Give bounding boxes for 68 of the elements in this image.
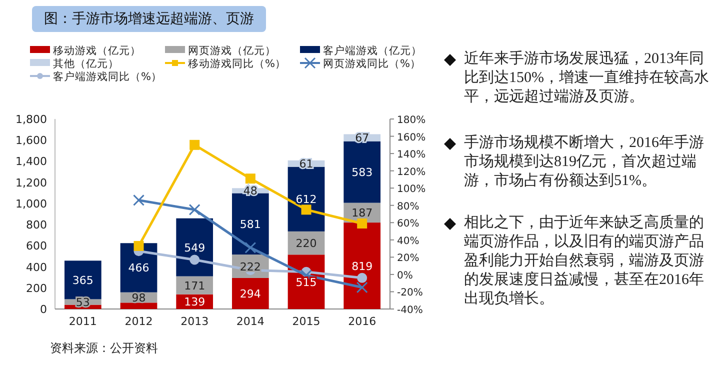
x-tick-label: 2011 <box>68 315 97 328</box>
text: 近年来手游市场发展迅猛，2013年同比到达150%，增速一直维持在较高水平，远远超过端游及页游。 <box>463 50 710 107</box>
point <box>134 240 144 251</box>
legend-label: 客户端游戏同比（%） <box>53 70 162 83</box>
chart-title: 图：手游市场增速远超端游、页游 <box>32 6 266 32</box>
y-tick-label: 1,200 <box>16 176 47 190</box>
y-tick-label: 600 <box>26 240 47 253</box>
data-label: 581 <box>240 218 261 231</box>
legend-label: 客户端游戏（亿元） <box>323 44 422 57</box>
text: 手游市场规模不断增大，2016年手游市场规模到达819亿元，首次超过端游，市场占有份额达到51%。 <box>463 134 705 191</box>
y2-tick-label: 40% <box>397 236 420 247</box>
y-tick-label: 1,600 <box>16 134 47 148</box>
x-tick-label: 2014 <box>236 315 264 328</box>
data-label: 98 <box>132 291 146 304</box>
point <box>301 204 312 215</box>
point <box>190 140 200 150</box>
legend-label: 网页游戏同比（%） <box>323 57 421 70</box>
point <box>133 194 144 206</box>
y-tick-label: 1,400 <box>16 155 47 168</box>
point <box>188 204 200 216</box>
data-label: 612 <box>296 193 317 206</box>
data-label: 294 <box>240 287 261 300</box>
text: 资料来源：公开资料 <box>50 340 158 357</box>
bar <box>120 302 158 309</box>
y2-tick-label: 140% <box>397 150 426 161</box>
legend-label: 其他（亿元） <box>53 57 119 70</box>
data-label: 365 <box>72 274 94 287</box>
point <box>357 218 368 228</box>
x-tick-label: 2012 <box>124 315 153 328</box>
data-label: 67 <box>355 132 370 145</box>
y2-tick-label: 180% <box>397 115 426 126</box>
text: 相比之下，由于近年来缺乏高质量的端页游作品，以及旧有的端页游产品盈利能力开始自然衰弱，端游及页游的发展速度日益减慢，甚至在2016年出现负增长。 <box>463 214 705 309</box>
y-tick-label: 200 <box>26 282 47 295</box>
legend-label: 移动游戏（亿元） <box>53 44 141 57</box>
y2-tick-label: 100% <box>397 184 426 196</box>
point <box>357 272 368 283</box>
legend-label: 网页游戏（亿元） <box>188 44 276 57</box>
y2-tick-label: -20% <box>397 288 423 299</box>
y2-tick-label: 60% <box>397 218 420 230</box>
y-tick-label: 1,800 <box>16 113 47 126</box>
data-label: 220 <box>296 237 317 250</box>
legend-label: 移动游戏同比（%） <box>188 57 286 70</box>
y2-tick-label: 160% <box>397 132 426 144</box>
y-tick-label: 0 <box>40 303 47 316</box>
point <box>356 282 368 294</box>
data-label: 171 <box>184 279 206 292</box>
x-tick-label: 2015 <box>292 315 320 328</box>
y2-tick-label: 80% <box>397 201 420 212</box>
y2-tick-label: -40% <box>397 305 423 316</box>
data-label: 222 <box>240 260 261 274</box>
data-label: 549 <box>184 241 206 254</box>
data-label: 187 <box>352 206 373 220</box>
y-tick-label: 800 <box>26 218 47 232</box>
data-label: 515 <box>296 276 317 289</box>
y2-tick-label: 20% <box>397 253 420 264</box>
data-label: 583 <box>352 166 373 180</box>
y-tick-label: 1,000 <box>16 197 47 210</box>
x-tick-label: 2016 <box>348 315 376 328</box>
point <box>190 254 200 265</box>
x-tick-label: 2013 <box>180 315 209 328</box>
data-label: 139 <box>184 296 206 309</box>
point <box>244 242 256 254</box>
data-label: 819 <box>352 260 373 273</box>
data-label: 466 <box>128 262 150 275</box>
y2-tick-label: 0% <box>397 270 413 282</box>
point <box>245 174 256 184</box>
y-tick-label: 400 <box>26 260 47 274</box>
y2-tick-label: 120% <box>397 166 426 178</box>
